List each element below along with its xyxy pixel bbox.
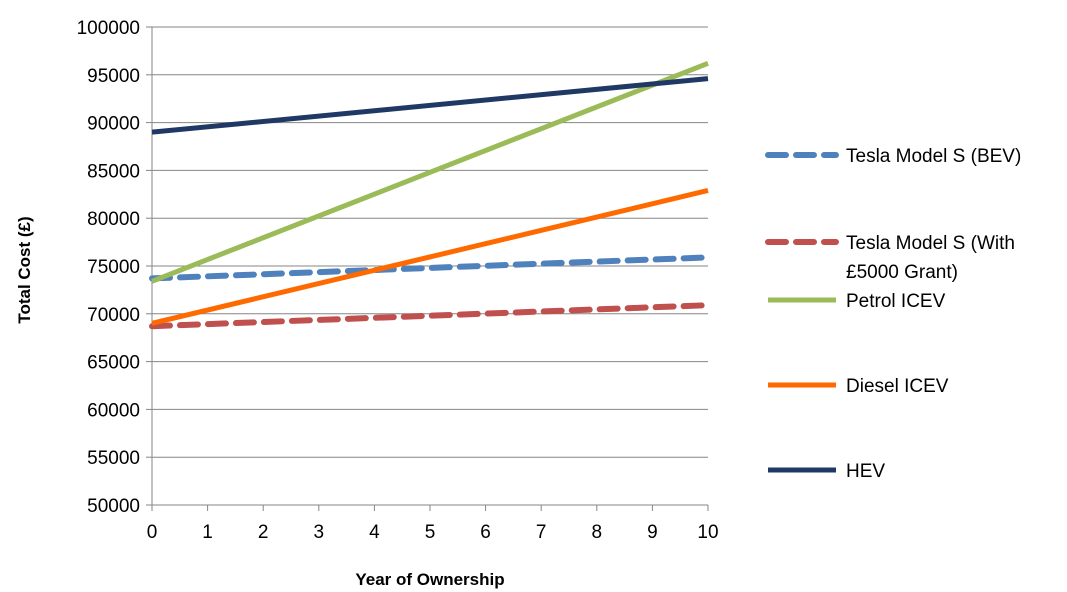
series-line-2 xyxy=(151,61,709,284)
x-tick-label: 10 xyxy=(697,522,718,543)
legend-label: Diesel ICEV xyxy=(846,376,949,397)
series-line-0 xyxy=(149,254,711,282)
x-tick-label: 0 xyxy=(147,522,158,543)
x-tick-label: 1 xyxy=(202,522,213,543)
x-tick-label: 7 xyxy=(536,522,547,543)
legend-label: £5000 Grant) xyxy=(846,262,958,283)
y-tick-label: 55000 xyxy=(87,448,140,469)
y-tick-label: 50000 xyxy=(87,496,140,517)
x-tick-label: 9 xyxy=(647,522,658,543)
legend: Tesla Model S (BEV) Tesla Model S (With £5… xyxy=(765,146,1021,482)
series-line-1 xyxy=(149,302,711,330)
y-axis-title: Total Cost (£) xyxy=(15,216,34,323)
y-tick-label: 65000 xyxy=(87,353,140,374)
x-axis-title: Year of Ownership xyxy=(355,570,504,589)
y-tick-label: 70000 xyxy=(87,305,140,326)
legend-label: Tesla Model S (BEV) xyxy=(846,146,1021,167)
x-tick-label: 6 xyxy=(480,522,491,543)
legend-item: Tesla Model S (BEV) xyxy=(765,146,1021,167)
tick-labels: 50000 55000 60000 65000 70000 75000 80000 85000… xyxy=(77,18,719,543)
y-tick-label: 60000 xyxy=(87,400,140,421)
y-tick-label: 80000 xyxy=(87,209,140,230)
y-tick-label: 85000 xyxy=(87,161,140,182)
series-lines xyxy=(149,61,711,330)
x-tick-label: 4 xyxy=(369,522,380,543)
axes xyxy=(146,26,709,511)
legend-label: Tesla Model S (With xyxy=(846,233,1015,254)
y-tick-label: 75000 xyxy=(87,257,140,278)
legend-item: HEV xyxy=(768,461,885,482)
legend-item: Petrol ICEV xyxy=(768,291,946,312)
series-line-4 xyxy=(151,76,709,135)
y-tick-label: 100000 xyxy=(77,18,140,39)
legend-label: Petrol ICEV xyxy=(846,291,946,312)
x-tick-label: 2 xyxy=(258,522,269,543)
y-tick-label: 95000 xyxy=(87,66,140,87)
series-line-3 xyxy=(151,188,709,326)
x-tick-label: 3 xyxy=(314,522,325,543)
legend-label: HEV xyxy=(846,461,885,482)
legend-item: Tesla Model S (With £5000 Grant) xyxy=(765,233,1015,283)
legend-item: Diesel ICEV xyxy=(768,376,949,397)
x-tick-label: 8 xyxy=(592,522,603,543)
y-tick-label: 90000 xyxy=(87,114,140,135)
x-tick-label: 5 xyxy=(425,522,436,543)
